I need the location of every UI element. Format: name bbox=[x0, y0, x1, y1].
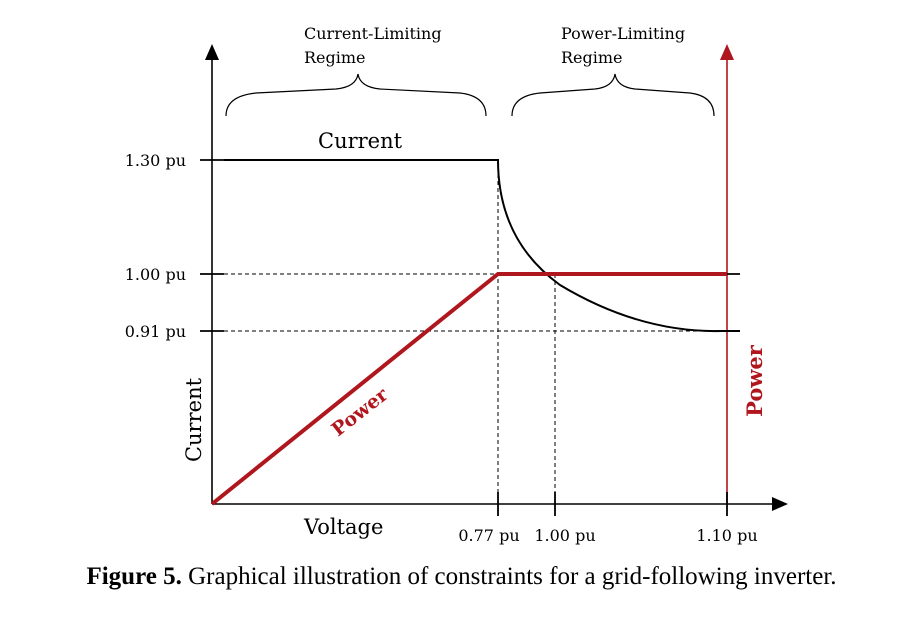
x-tick-marks bbox=[497, 492, 728, 516]
power-limiting-label-line2: Regime bbox=[561, 48, 623, 67]
x-tick-label: 0.77 pu bbox=[458, 526, 519, 545]
power-axis bbox=[720, 44, 734, 504]
y-tick-label: 0.91 pu bbox=[125, 322, 186, 341]
y-tick-label: 1.30 pu bbox=[125, 151, 186, 170]
constraints-diagram: Current-Limiting Regime Power-Limiting R… bbox=[125, 24, 788, 545]
current-axis-label: Current bbox=[182, 377, 206, 462]
figure-caption-text: Graphical illustration of constraints fo… bbox=[188, 563, 837, 590]
dashed-guides bbox=[224, 160, 710, 492]
x-tick-label: 1.00 pu bbox=[534, 526, 595, 545]
current-axis bbox=[205, 44, 219, 504]
power-limiting-brace bbox=[511, 73, 715, 117]
power-curve-label: Power bbox=[328, 383, 393, 441]
power-curve bbox=[210, 272, 727, 506]
power-limiting-label-line1: Power-Limiting bbox=[561, 24, 685, 43]
current-limiting-label-line1: Current-Limiting bbox=[304, 24, 442, 43]
x-tick-label: 1.10 pu bbox=[696, 526, 757, 545]
figure-caption-label: Figure 5. bbox=[86, 563, 182, 590]
power-axis-label: Power bbox=[742, 344, 767, 417]
y-tick-marks bbox=[200, 159, 224, 332]
current-curve-label: Current bbox=[318, 129, 403, 153]
current-curve bbox=[224, 159, 740, 333]
current-limiting-brace bbox=[225, 73, 487, 117]
voltage-axis-label: Voltage bbox=[303, 515, 383, 539]
current-limiting-label-line2: Regime bbox=[304, 48, 366, 67]
figure-caption: Figure 5. Graphical illustration of cons… bbox=[0, 563, 923, 591]
voltage-axis bbox=[212, 497, 788, 511]
y-tick-label: 1.00 pu bbox=[125, 265, 186, 284]
